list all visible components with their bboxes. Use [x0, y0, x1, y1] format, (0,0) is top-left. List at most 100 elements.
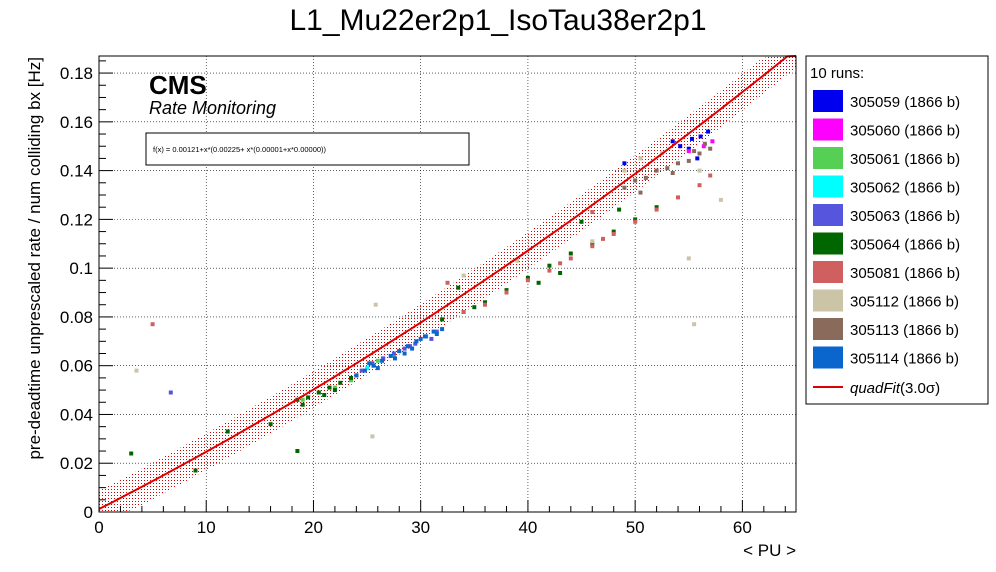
data-point	[579, 219, 584, 224]
data-point	[515, 258, 520, 263]
data-point	[676, 161, 680, 166]
data-points	[129, 129, 723, 473]
data-point	[414, 339, 419, 344]
x-axis-label: < PU >	[743, 541, 796, 560]
data-point	[504, 288, 509, 293]
series-points	[134, 151, 723, 439]
data-point	[410, 346, 415, 351]
legend-swatch	[813, 147, 843, 169]
data-point	[633, 219, 638, 224]
data-point	[429, 336, 434, 341]
data-point	[405, 344, 410, 349]
data-point	[611, 232, 616, 236]
data-point	[590, 241, 595, 246]
y-tick-label: 0.02	[60, 454, 93, 473]
data-point	[362, 368, 367, 373]
legend: 10 runs: 305059 (1866 b) 305060 (1866 b) 3…	[805, 55, 989, 405]
fit-formula-text: f(x) = 0.00121+x*(0.00225+ x*(0.00001+x*…	[153, 145, 327, 154]
data-point	[434, 332, 439, 336]
data-point	[371, 363, 376, 368]
legend-label: 305112 (1866 b)	[850, 294, 959, 311]
data-point	[590, 244, 595, 249]
x-tick-label: 20	[304, 518, 323, 537]
x-tick-label: 60	[733, 518, 752, 537]
data-point	[710, 139, 715, 144]
data-point	[697, 183, 702, 188]
data-point	[547, 263, 552, 268]
legend-label: 305061 (1866 b)	[850, 151, 960, 168]
data-point	[300, 402, 305, 407]
legend-swatch	[813, 90, 843, 112]
data-point	[718, 197, 723, 202]
data-point	[654, 205, 659, 210]
data-point	[601, 236, 605, 241]
data-point	[547, 268, 552, 273]
data-point	[638, 156, 643, 161]
data-point	[402, 346, 407, 351]
legend-label: 305113 (1866 b)	[850, 322, 959, 339]
legend-swatch	[813, 175, 843, 198]
data-point	[678, 144, 683, 149]
data-point	[418, 336, 423, 341]
data-point	[440, 317, 445, 322]
data-point	[483, 302, 487, 307]
fit-band	[99, 56, 796, 512]
data-point	[633, 178, 638, 183]
data-point	[413, 341, 418, 346]
y-tick-label: 0.14	[60, 162, 93, 181]
series-points	[150, 173, 713, 327]
legend-header: 10 runs:	[810, 65, 864, 82]
legend-label: 305081 (1866 b)	[850, 265, 960, 282]
legend-swatch	[813, 232, 843, 255]
x-tick-label: 30	[411, 518, 430, 537]
data-point	[622, 168, 627, 173]
data-point	[423, 334, 427, 339]
data-point	[370, 361, 375, 366]
data-point	[461, 310, 466, 314]
y-tick-label: 0.04	[60, 405, 93, 424]
data-point	[617, 207, 622, 212]
series-points	[622, 129, 711, 166]
data-point	[622, 161, 627, 166]
legend-label: 305114 (1866 b)	[850, 351, 959, 368]
y-tick-label: 0.06	[60, 357, 93, 376]
data-point	[322, 393, 327, 397]
data-point	[695, 156, 700, 161]
data-point	[686, 256, 691, 261]
data-point	[388, 353, 393, 358]
y-tick-label: 0.16	[60, 113, 93, 132]
data-point	[692, 322, 697, 327]
data-point	[391, 353, 396, 358]
fit-formula-box	[145, 132, 470, 166]
data-point	[654, 168, 659, 173]
series-points	[686, 139, 715, 154]
data-point	[701, 144, 706, 149]
data-point	[690, 136, 694, 141]
chart-title: L1_Mu22er2p1_IsoTau38er2p1	[289, 4, 707, 37]
x-tick-label: 50	[626, 518, 645, 537]
data-point	[370, 434, 375, 439]
data-point	[300, 397, 305, 402]
data-point	[504, 290, 509, 295]
data-point	[654, 207, 659, 212]
data-point	[365, 366, 370, 371]
data-point	[697, 168, 702, 173]
data-point	[670, 171, 675, 175]
cms-label: CMS	[149, 70, 207, 100]
legend-label: 305060 (1866 b)	[850, 123, 960, 140]
data-point	[686, 149, 691, 154]
legend-label: 305064 (1866 b)	[850, 237, 960, 254]
legend-label: 305059 (1866 b)	[850, 94, 960, 111]
data-point	[676, 195, 680, 200]
data-point	[375, 358, 380, 363]
data-point	[445, 280, 450, 285]
x-tick-label: 10	[197, 518, 216, 537]
legend-swatch	[813, 261, 843, 283]
data-point	[525, 275, 530, 280]
fit-line	[98, 55, 797, 510]
data-point	[393, 356, 397, 361]
data-point	[332, 388, 337, 393]
data-point	[168, 390, 173, 395]
legend-swatch	[813, 346, 843, 369]
data-point	[472, 305, 477, 310]
